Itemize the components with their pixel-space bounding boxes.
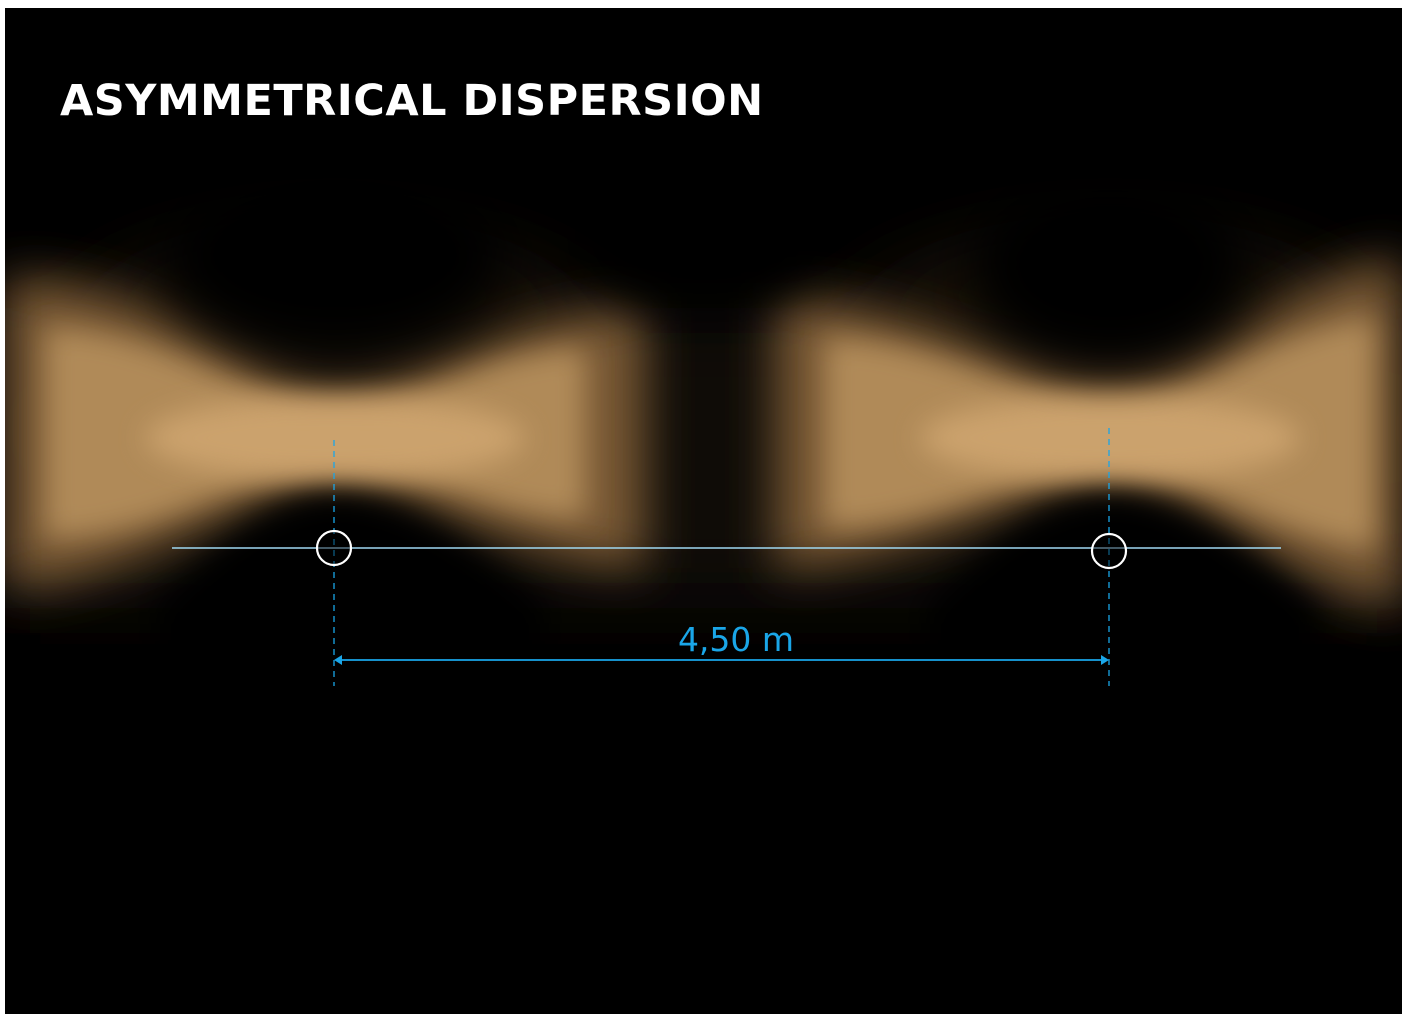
dimension-label: 4,50 m [678, 620, 794, 659]
page-title: ASYMMETRICAL DISPERSION [60, 76, 764, 126]
luminaire-left [315, 529, 353, 567]
dimension-overlay: 4,50 m [172, 428, 1281, 686]
light-glow [5, 163, 1402, 708]
luminaire-right [1090, 532, 1128, 570]
diagram-canvas: ASYMMETRICAL DISPERSION 4,50 m [5, 8, 1402, 1014]
dimension-arrow-right [1101, 655, 1109, 665]
dimension-arrow-left [334, 655, 342, 665]
